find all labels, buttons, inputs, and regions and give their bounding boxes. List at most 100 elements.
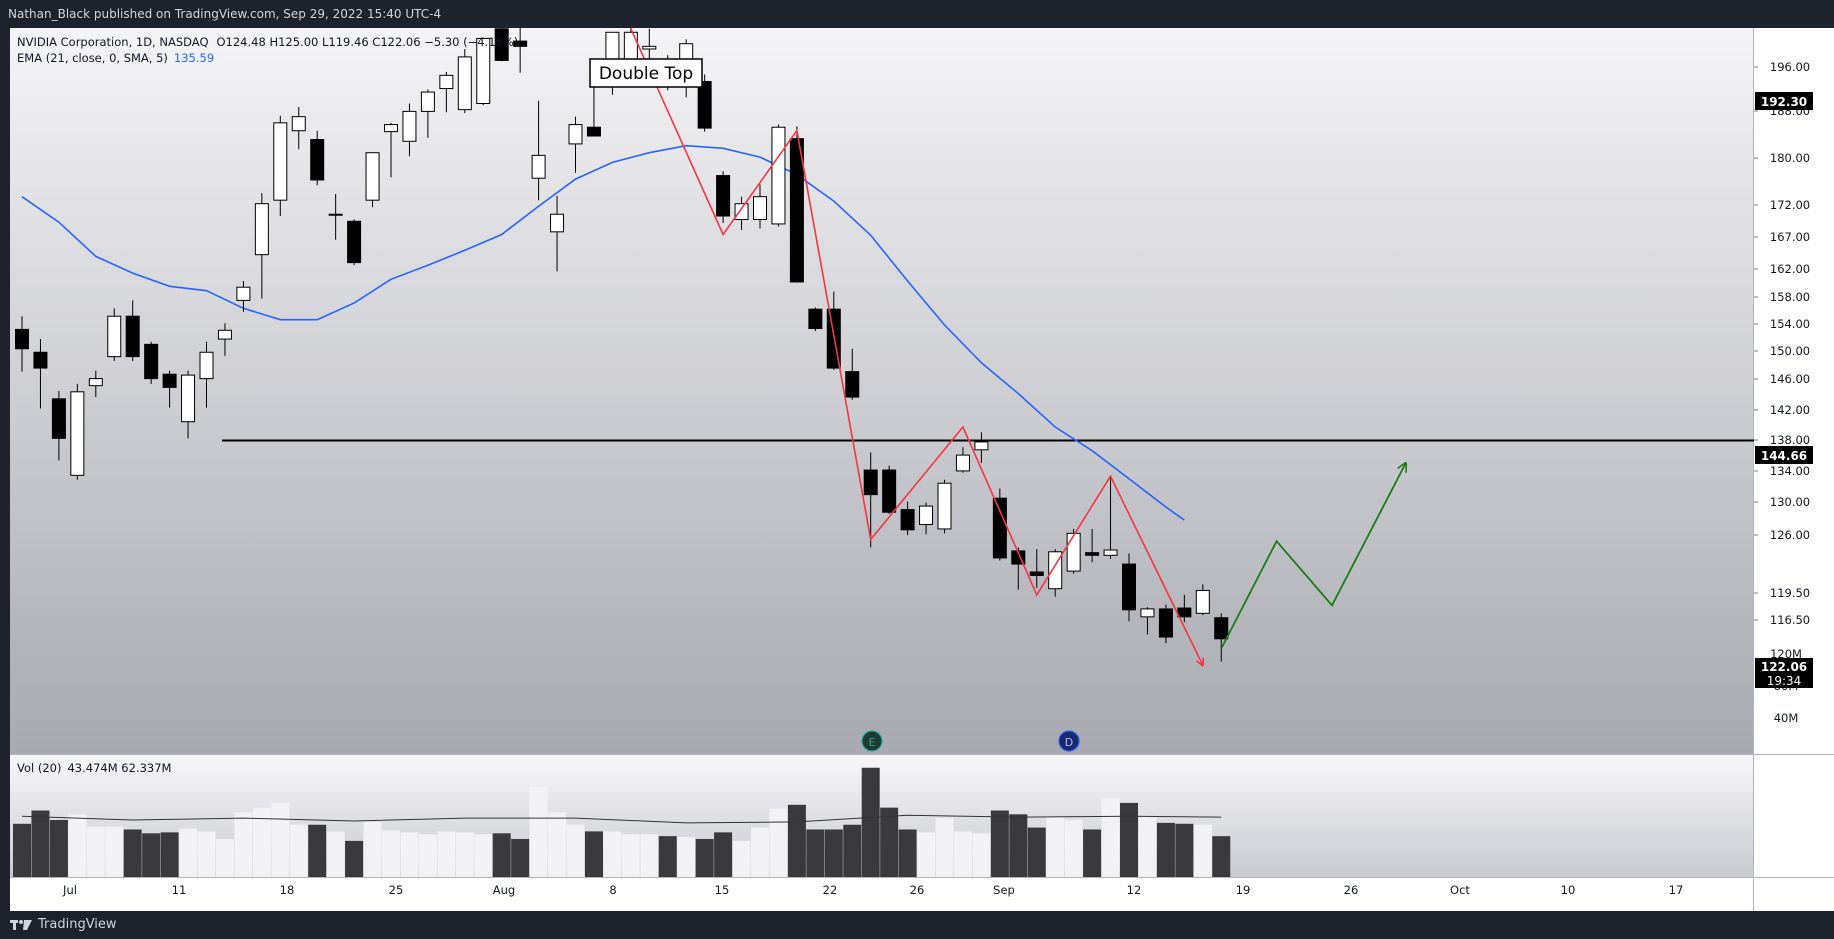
countdown-text: 19:34 (1767, 674, 1802, 688)
volume-bar (289, 824, 308, 877)
candle-up (734, 203, 749, 221)
price-tick-label: 142.00 (1770, 403, 1810, 417)
volume-bar (1027, 827, 1046, 877)
volume-bar (714, 832, 733, 877)
price-tick-label: 130.00 (1770, 495, 1810, 509)
volume-bar (1175, 823, 1194, 877)
volume-ma-line (21, 814, 1222, 824)
candle-up (199, 351, 214, 380)
volume-bar (142, 833, 161, 877)
volume-bar (511, 839, 530, 877)
publisher-text: Nathan_Black published on TradingView.co… (8, 7, 442, 21)
volume-bar (917, 832, 936, 877)
volume-bar (160, 832, 179, 877)
candle-down (144, 343, 159, 380)
volume-bar (621, 834, 640, 877)
candle-down (51, 398, 66, 439)
legend-ema-value: 135.59 (174, 51, 214, 65)
volume-bar (437, 831, 456, 877)
ema-line (21, 144, 1185, 521)
candle-down (310, 139, 325, 181)
candle-up (420, 91, 435, 112)
candle-up (919, 505, 934, 526)
price-chart[interactable]: Double Top E D 204.00196.00188.00180.001… (0, 16, 1834, 911)
support-price-tag: 144.66 (1755, 446, 1813, 464)
candle-up (1195, 589, 1210, 614)
candle-down (586, 126, 601, 137)
candle-up (217, 329, 232, 340)
tradingview-logo-icon (10, 919, 32, 930)
volume-bar (880, 807, 899, 877)
candle-up (236, 286, 251, 301)
time-tick-label: 26 (1344, 883, 1359, 897)
candle-up (1140, 608, 1155, 618)
price-tick-label: 158.00 (1770, 290, 1810, 304)
volume-bar (271, 802, 290, 877)
candle-down (863, 469, 878, 496)
candle-up (550, 213, 565, 233)
candle-up (753, 196, 767, 221)
candle-down (347, 220, 362, 264)
event-earnings-marker[interactable]: E (861, 730, 883, 752)
volume-bar (1156, 822, 1175, 877)
candle-down (1214, 617, 1229, 640)
volume-bar (326, 831, 345, 877)
volume-bar (1212, 836, 1231, 877)
volume-bar (990, 810, 1009, 877)
volume-bar (769, 808, 788, 877)
time-axis[interactable]: Jul 11 18 25 Aug 8 15 22 26 Sep 12 19 26 Oct 10 17 (62, 883, 1683, 897)
volume-bar (382, 830, 400, 877)
volume-bar (363, 821, 382, 877)
volume-bar (751, 827, 769, 877)
volume-bar (215, 839, 234, 877)
event-dividend-marker[interactable]: D (1058, 730, 1080, 752)
time-tick-label: 18 (280, 883, 295, 897)
price-tick-label: 146.00 (1770, 372, 1810, 386)
volume-tick-label: 40M (1774, 711, 1799, 725)
volume-bar (252, 807, 271, 877)
candle-up (974, 441, 989, 451)
event-earnings-label: E (869, 736, 876, 749)
time-axis-band (10, 877, 1754, 911)
resistance-price-text: 192.30 (1761, 95, 1807, 109)
support-price-text: 144.66 (1761, 449, 1807, 463)
time-tick-label: 12 (1127, 883, 1142, 897)
footer-brand: TradingView (38, 917, 117, 932)
candle-down (125, 315, 140, 358)
candle-down (697, 81, 712, 129)
volume-bar (640, 834, 659, 877)
candle-down (162, 373, 177, 388)
time-tick-label: Jul (62, 883, 77, 897)
volume-bar (953, 831, 972, 877)
time-tick-label: 11 (172, 883, 187, 897)
candle-down (845, 371, 860, 398)
svg-text:Vol (20)43.474M 62.337M: Vol (20) 43.474M 62.337M (17, 761, 171, 775)
price-tick-label: 138.00 (1770, 433, 1810, 447)
volume-bar (1193, 824, 1212, 877)
volume-bar (1138, 817, 1157, 877)
time-tick-label: 8 (609, 883, 616, 897)
volume-bar (1120, 802, 1138, 877)
volume-bar (418, 834, 437, 877)
volume-bar (400, 832, 419, 877)
price-tick-label: 116.50 (1770, 613, 1810, 627)
candle-down (789, 138, 804, 283)
volume-bar (935, 818, 954, 877)
volume-bar (49, 820, 68, 877)
price-tick-label: 204.00 (1770, 28, 1810, 30)
volume-bar (345, 840, 364, 877)
time-tick-label: Sep (993, 883, 1015, 897)
chart-area[interactable]: Double Top E D 204.00196.00188.00180.001… (0, 16, 1834, 911)
time-tick-label: 22 (823, 883, 838, 897)
price-tick-label: 167.00 (1770, 230, 1810, 244)
footer-bar: TradingView (0, 911, 1834, 939)
volume-bar (1046, 817, 1065, 877)
candle-down (808, 308, 823, 330)
price-tick-label: 154.00 (1770, 317, 1810, 331)
candle-up (457, 56, 472, 111)
candle-up (476, 37, 491, 104)
resistance-price-tag: 192.30 (1755, 92, 1813, 110)
legend-ohlc: O124.48 H125.00 L119.46 C122.06 −5.30 (−… (217, 35, 519, 49)
price-axis-band (1754, 28, 1834, 911)
volume-bar (898, 829, 917, 877)
